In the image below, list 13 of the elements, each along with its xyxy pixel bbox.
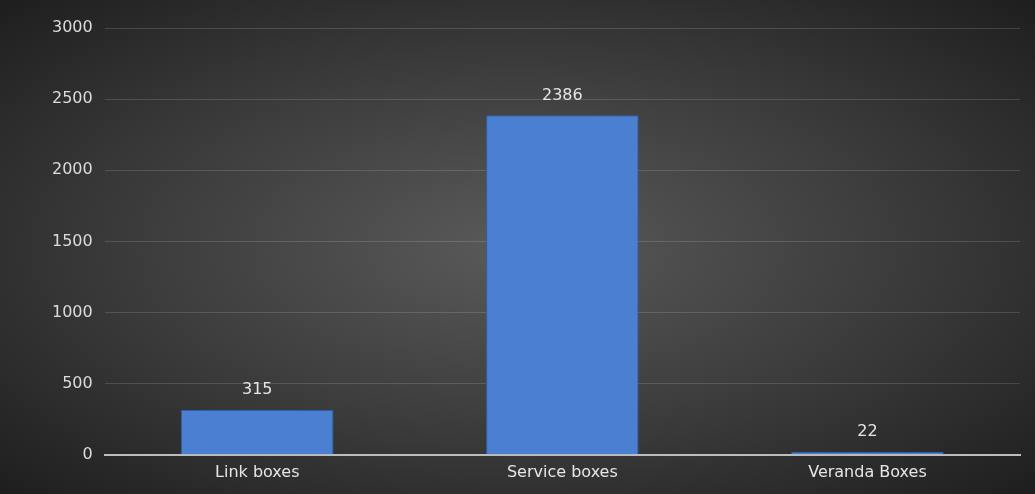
x-tick-label: Veranda Boxes — [808, 461, 927, 481]
y-tick-label: 500 — [62, 372, 93, 392]
data-label: 315 — [241, 379, 273, 399]
y-tick-label: 1500 — [52, 230, 93, 250]
y-tick-label: 2000 — [52, 159, 93, 179]
data-label: 2386 — [542, 84, 583, 104]
x-tick-label: Service boxes — [506, 461, 618, 481]
y-tick-label: 0 — [82, 443, 93, 463]
y-tick-label: 2500 — [52, 88, 93, 108]
y-tick-label: 3000 — [52, 17, 93, 37]
data-label: 22 — [857, 420, 878, 440]
y-tick-label: 1000 — [52, 301, 93, 321]
x-tick-label: Link boxes — [215, 461, 300, 481]
